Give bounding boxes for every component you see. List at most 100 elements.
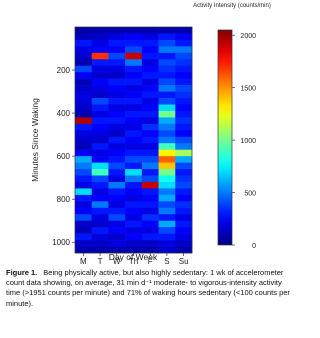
heatmap-cell: [175, 188, 193, 196]
heatmap-cell: [141, 227, 159, 234]
heatmap-cell: [75, 52, 93, 60]
caption-label: Figure 1.: [6, 268, 38, 277]
heatmap-cell: [141, 52, 159, 60]
colorbar-tick-label: 1000: [240, 138, 256, 145]
y-tick-label: 1000: [52, 238, 70, 247]
heatmap-cell: [91, 136, 109, 144]
heatmap-cell: [108, 233, 126, 241]
heatmap-cell: [158, 98, 176, 105]
y-tick-label: 200: [57, 66, 71, 75]
heatmap-cell: [91, 143, 109, 150]
heatmap-cell: [125, 149, 143, 157]
heatmap-cell: [125, 233, 143, 241]
chart: Activity Intensity (counts/min) Day of W…: [30, 3, 271, 266]
heatmap-cell: [158, 207, 176, 215]
heatmap-cell: [175, 110, 193, 118]
heatmap-cell: [125, 104, 143, 112]
heatmap-cell: [75, 91, 93, 99]
heatmap-cell: [158, 33, 176, 41]
heatmap-cell: [91, 201, 109, 209]
heatmap-cell: [141, 162, 159, 170]
x-tick-label: S: [164, 257, 169, 266]
heatmap-cell: [108, 240, 126, 247]
caption-text: Being physically active, but also highly…: [6, 268, 290, 308]
heatmap-cell: [125, 72, 143, 79]
heatmap-cell: [158, 156, 176, 163]
heatmap-cell: [175, 143, 193, 150]
heatmap-cell: [75, 227, 93, 234]
page: {"chart_data": {"type": "heatmap", "titl…: [6, 3, 293, 309]
heatmap-cell: [175, 46, 193, 54]
heatmap-cell: [141, 233, 159, 241]
heatmap-cell: [158, 123, 176, 131]
heatmap-cell: [125, 91, 143, 99]
heatmap-cell: [141, 156, 159, 163]
heatmap-cell: [75, 39, 93, 47]
heatmap-cell: [158, 65, 176, 73]
heatmap-cell: [158, 72, 176, 79]
heatmap-cell: [91, 91, 109, 99]
heatmap-cell: [175, 130, 193, 138]
heatmap-cell: [91, 246, 109, 254]
heatmap-cell: [175, 52, 193, 60]
heatmap-cell: [175, 240, 193, 247]
heatmap-cell: [141, 123, 159, 131]
heatmap-cell: [141, 194, 159, 202]
heatmap-cell: [108, 207, 126, 215]
heatmap-cell: [175, 91, 193, 99]
heatmap-cell: [125, 130, 143, 138]
heatmap-cell: [108, 33, 126, 41]
heatmap-cell: [125, 220, 143, 228]
heatmap-cell: [108, 78, 126, 86]
heatmap-cell: [108, 201, 126, 209]
colorbar-title: Activity Intensity (counts/min): [193, 3, 271, 9]
heatmap-cell: [91, 39, 109, 47]
heatmap-cell: [108, 65, 126, 73]
heatmap-cell: [108, 156, 126, 163]
heatmap-cell: [158, 162, 176, 170]
heatmap-cell: [75, 78, 93, 86]
heatmap-cell: [141, 240, 159, 247]
heatmap-cell: [125, 175, 143, 183]
heatmap-cell: [158, 46, 176, 54]
heatmap-cell: [158, 227, 176, 234]
heatmap-cell: [175, 201, 193, 209]
heatmap-cell: [158, 110, 176, 118]
heatmap-cell: [125, 85, 143, 92]
heatmap-cell: [141, 85, 159, 92]
heatmap-cell: [91, 46, 109, 54]
heatmap-cell: [91, 72, 109, 79]
caption: Figure 1. Being physically active, but al…: [6, 268, 293, 309]
heatmap-cell: [75, 59, 93, 67]
heatmap-cell: [108, 246, 126, 254]
heatmap-cell: [108, 214, 126, 222]
heatmap-cell: [91, 98, 109, 105]
heatmap-cell: [175, 33, 193, 41]
heatmap-cell: [141, 104, 159, 112]
heatmap-cell: [158, 181, 176, 189]
heatmap-cell: [125, 201, 143, 209]
heatmap-cell: [91, 123, 109, 131]
heatmap-cell: [158, 130, 176, 138]
heatmap-cell: [108, 110, 126, 118]
heatmap-cell: [91, 207, 109, 215]
heatmap-cell: [91, 65, 109, 73]
heatmap-cell: [125, 156, 143, 163]
heatmap-cell: [108, 91, 126, 99]
heatmap-cell: [91, 33, 109, 41]
heatmap-cell: [141, 110, 159, 118]
heatmap-cell: [125, 98, 143, 105]
heatmap-cell: [158, 194, 176, 202]
heatmap-cell: [108, 27, 126, 34]
heatmap-cell: [158, 39, 176, 47]
heatmap-cell: [175, 78, 193, 86]
x-tick-label: F: [148, 257, 153, 266]
heatmap-cell: [141, 207, 159, 215]
heatmap-cell: [141, 201, 159, 209]
heatmap-cell: [75, 85, 93, 92]
heatmap-cell: [175, 39, 193, 47]
heatmap-cell: [75, 27, 93, 34]
heatmap-cell: [158, 214, 176, 222]
x-tick-label: Su: [179, 257, 189, 266]
heatmap-cell: [141, 33, 159, 41]
